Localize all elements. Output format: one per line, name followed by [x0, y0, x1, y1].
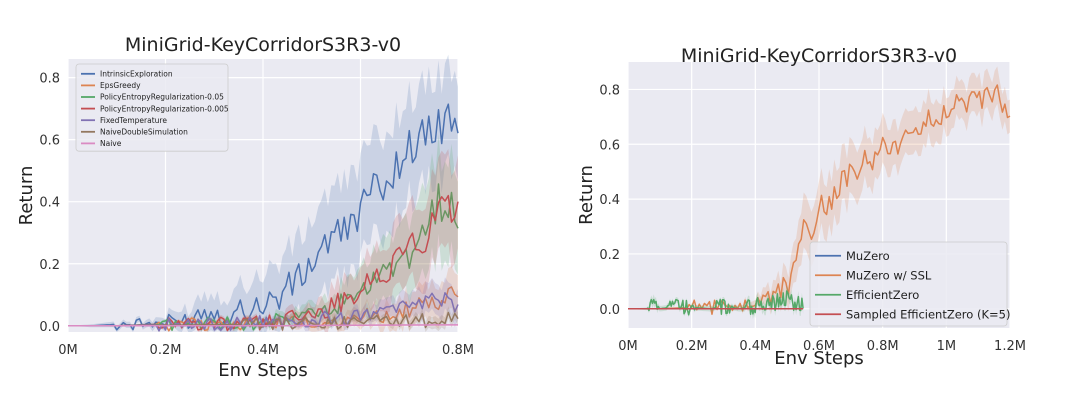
y-tick-label: 0.6 — [39, 134, 60, 149]
legend-entry: Sampled EfficientZero (K=5) — [846, 307, 1010, 321]
legend-entry: PolicyEntropyRegularization-0.05 — [100, 93, 224, 102]
x-tick-label: 0.2M — [676, 339, 708, 354]
legend-entry: NaiveDoubleSimulation — [100, 128, 188, 137]
x-tick-label: 0.8M — [442, 343, 474, 358]
series-band — [68, 134, 458, 332]
y-tick-label: 0.4 — [39, 196, 60, 211]
legend-entry: EfficientZero — [846, 288, 919, 302]
x-tick-label: 0.6M — [803, 339, 835, 354]
legend-entry: IntrinsicExploration — [100, 70, 173, 79]
y-tick-label: 0.0 — [39, 320, 60, 335]
legend-entry: PolicyEntropyRegularization-0.005 — [100, 104, 229, 113]
x-tick-label: 0M — [58, 343, 78, 358]
x-tick-label: 0.6M — [345, 343, 377, 358]
chart-title: MiniGrid-KeyCorridorS3R3-v0 — [125, 34, 401, 56]
y-tick-label: 0.4 — [599, 193, 620, 208]
chart-2: 0M 0.2M 0.4M 0.6M 0.8M 1M 1.2M 0.0 0.2 0.4 0.6 0.8 M… — [576, 45, 1026, 369]
x-tick-label: 1M — [937, 339, 957, 354]
x-tick-label: 0.4M — [247, 343, 279, 358]
legend-box — [75, 63, 229, 152]
series-band — [628, 285, 804, 319]
legend-entry: EpsGreedy — [100, 81, 141, 90]
chart-1: 0M 0.2M 0.4M 0.6M 0.8M 0.0 0.2 0.4 0.6 0.8 MiniGri… — [16, 34, 474, 381]
legend-entry: Naive — [100, 139, 122, 148]
series-band — [68, 54, 458, 332]
x-tick-label: 0.2M — [150, 343, 182, 358]
x-tick-label: 0M — [618, 339, 638, 354]
y-axis-label: Return — [16, 166, 37, 226]
x-axis-label: Env Steps — [774, 348, 864, 369]
legend-entry: MuZero w/ SSL — [846, 268, 932, 282]
y-tick-label: 0.2 — [39, 258, 60, 273]
legend-entry: MuZero — [846, 249, 890, 263]
series-band — [68, 149, 458, 332]
series-band — [68, 266, 458, 332]
legend: IntrinsicExploration EpsGreedy PolicyEntro… — [75, 63, 229, 152]
x-axis-label: Env Steps — [218, 360, 308, 381]
legend: MuZero MuZero w/ SSL EfficientZero Sampled … — [809, 241, 1010, 327]
series-line — [68, 103, 459, 331]
y-tick-label: 0.8 — [599, 83, 620, 98]
legend-box — [809, 241, 1008, 327]
x-tick-label: 0.8M — [867, 339, 899, 354]
y-axis-label: Return — [576, 165, 597, 225]
y-tick-label: 0.0 — [599, 303, 620, 318]
y-tick-label: 0.8 — [39, 72, 60, 87]
y-tick-label: 0.2 — [599, 248, 620, 263]
chart-title: MiniGrid-KeyCorridorS3R3-v0 — [681, 45, 957, 67]
x-tick-label: 0.4M — [739, 339, 771, 354]
series-line — [628, 84, 1011, 315]
y-tick-label: 0.6 — [599, 138, 620, 153]
x-tick-label: 1.2M — [994, 339, 1026, 354]
legend-entry: FixedTemperature — [100, 116, 167, 125]
series-line — [68, 324, 458, 327]
